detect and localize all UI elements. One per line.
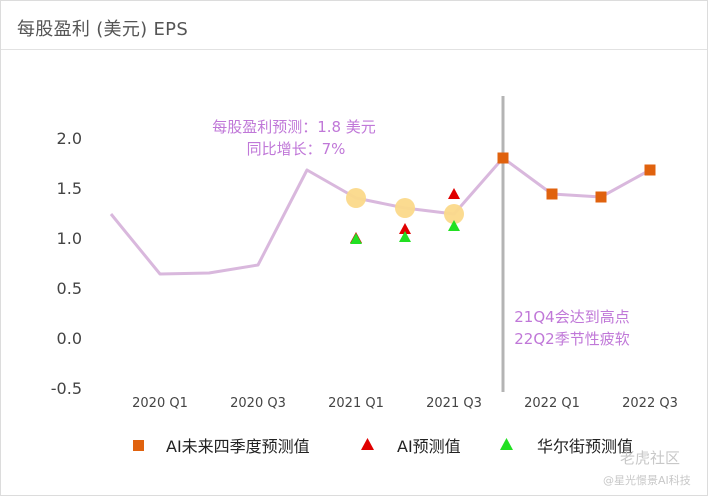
wallst-triangle-marker [448,220,460,231]
x-tick-label: 2021 Q3 [426,396,482,411]
peak-annotation-line2: 22Q2季节性疲软 [514,330,629,348]
ai-pred-triangle-marker [448,188,460,199]
series-markers [350,152,656,244]
x-tick-label: 2022 Q1 [524,396,580,411]
x-tick-label: 2021 Q1 [328,396,384,411]
highlighted-points [346,188,464,224]
highlight-circle [395,198,415,218]
eps-series-line [109,156,651,276]
y-tick-label: 0.5 [57,279,82,298]
highlight-circle [444,204,464,224]
ai-future-square-marker [644,164,656,176]
y-tick-label: -0.5 [51,379,82,398]
watermark-line1: 老虎社区 [620,449,680,467]
ai-future-square-marker [595,191,607,203]
highlight-circle [346,188,366,208]
wallst-triangle-marker [350,233,362,244]
legend-green-triangle-icon [500,438,513,450]
forecast-annotation-line2: 同比增长：7% [247,140,346,158]
legend: AI未来四季度预测值 AI预测值 华尔街预测值 [133,437,633,456]
ai-future-square-marker [497,152,509,164]
y-tick-label: 1.5 [57,179,82,198]
wallst-triangle-marker [399,231,411,242]
legend-label-ai-future: AI未来四季度预测值 [166,437,310,456]
legend-label-wallst: 华尔街预测值 [537,437,633,456]
watermark-line2: @星光憬景AI科技 [603,473,691,487]
y-axis: 2.0 1.5 1.0 0.5 0.0 -0.5 [51,129,82,398]
legend-square-icon [133,440,144,451]
legend-label-ai-pred: AI预测值 [397,437,461,456]
chart-title: 每股盈利 (美元) EPS [17,19,189,40]
y-tick-label: 1.0 [57,229,82,248]
y-tick-label: 0.0 [57,329,82,348]
x-tick-label: 2020 Q1 [132,396,188,411]
legend-red-triangle-icon [361,438,374,450]
ai-future-square-marker [546,188,558,200]
x-axis: 2020 Q1 2020 Q3 2021 Q1 2021 Q3 2022 Q1 2022 … [132,396,678,411]
x-tick-label: 2022 Q3 [622,396,678,411]
ai-pred-triangle-marker [399,223,411,234]
y-tick-label: 2.0 [57,129,82,148]
card-header: 每股盈利 (美元) EPS [1,1,707,50]
forecast-annotation-line1: 每股盈利预测：1.8 美元 [212,118,376,136]
peak-annotation-line1: 21Q4会达到高点 [514,308,629,326]
x-tick-label: 2020 Q3 [230,396,286,411]
